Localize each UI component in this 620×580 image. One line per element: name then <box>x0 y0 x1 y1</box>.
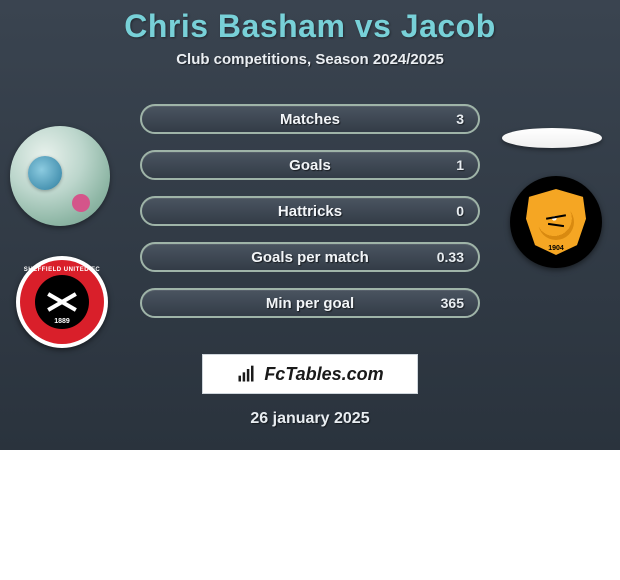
metric-value-right: 0 <box>456 203 464 219</box>
metric-pill: Matches 3 <box>140 104 480 134</box>
metric-value-right: 0.33 <box>437 249 464 265</box>
metric-pill: Goals 1 <box>140 150 480 180</box>
player1-name: Chris Basham <box>124 8 345 44</box>
brand-box: FcTables.com <box>202 354 418 394</box>
metric-row: Goals per match 0.33 <box>0 234 620 280</box>
metric-row: Hattricks 0 <box>0 188 620 234</box>
versus-label: vs <box>355 8 392 44</box>
metric-label: Matches <box>280 111 340 128</box>
footer-date: 26 january 2025 <box>250 410 369 428</box>
metric-label: Goals <box>289 157 331 174</box>
metric-value-right: 3 <box>456 111 464 127</box>
comparison-panel: Chris Basham vs Jacob Club competitions,… <box>0 0 620 450</box>
brand-text: FcTables.com <box>264 364 383 385</box>
metric-label: Min per goal <box>266 295 354 312</box>
metric-value-right: 365 <box>441 295 464 311</box>
metric-pill: Hattricks 0 <box>140 196 480 226</box>
metric-label: Hattricks <box>278 203 342 220</box>
metric-pill: Goals per match 0.33 <box>140 242 480 272</box>
metric-row: Goals 1 <box>0 142 620 188</box>
metric-pill: Min per goal 365 <box>140 288 480 318</box>
metric-value-right: 1 <box>456 157 464 173</box>
metric-row: Matches 3 <box>0 96 620 142</box>
chart-icon <box>236 364 256 384</box>
player2-name: Jacob <box>401 8 496 44</box>
subtitle: Club competitions, Season 2024/2025 <box>0 51 620 68</box>
metric-row: Min per goal 365 <box>0 280 620 326</box>
metric-label: Goals per match <box>251 249 369 266</box>
page-title: Chris Basham vs Jacob <box>0 8 620 45</box>
metric-rows: Matches 3 Goals 1 Hattricks 0 Goals per match 0… <box>0 96 620 326</box>
